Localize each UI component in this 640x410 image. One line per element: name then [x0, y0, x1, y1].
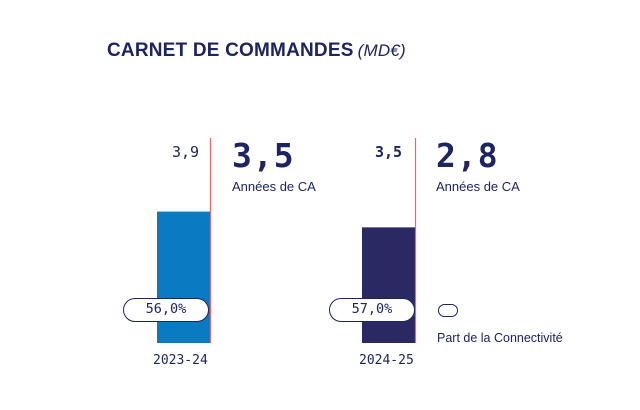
headline-sublabel-2023-24: Années de CA	[232, 179, 316, 194]
chart-title-text: CARNET DE COMMANDES	[107, 40, 354, 61]
reference-label-2023-24: 3,9	[172, 143, 200, 161]
category-label-2023-24: 2023-24	[153, 353, 208, 368]
headline-value-2024-25: 2,8	[436, 136, 499, 175]
legend-label: Part de la Connectivité	[437, 331, 563, 345]
headline-sublabel-2024-25: Années de CA	[436, 179, 520, 194]
reference-label-2024-25: 3,5	[375, 143, 403, 161]
legend-swatch-pill	[438, 304, 458, 317]
bar-2023-24	[157, 211, 210, 343]
chart-unit: (MD€)	[357, 41, 406, 60]
share-pill-2024-25: 57,0%	[329, 298, 415, 322]
category-label-2024-25: 2024-25	[359, 353, 414, 368]
chart-title: CARNET DE COMMANDES (MD€)	[107, 40, 406, 62]
share-pill-2023-24: 56,0%	[123, 298, 209, 322]
headline-value-2023-24: 3,5	[232, 136, 295, 175]
bar-2024-25	[362, 227, 415, 343]
